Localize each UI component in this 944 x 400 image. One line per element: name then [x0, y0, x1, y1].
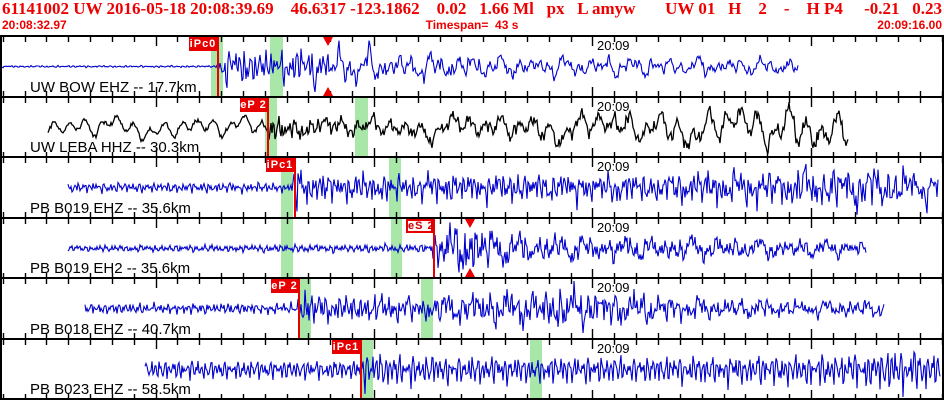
time-ticks	[2, 37, 942, 96]
time-ticks	[2, 279, 942, 338]
window-end-time: 20:09:16.00	[877, 18, 942, 32]
pick-window-band	[270, 37, 283, 96]
seismogram-trace	[47, 101, 849, 154]
seismogram-trace	[144, 349, 941, 397]
trace-panel[interactable]: 20:09 UW LEBA HHZ -- 30.3km eP 2	[2, 95, 942, 156]
amplitude-marker-icon	[465, 218, 475, 228]
station-label: PB B023 EHZ -- 58.5km	[30, 381, 191, 398]
pick-flag[interactable]: eP 2	[271, 279, 298, 293]
pick-flag[interactable]: eP 2	[240, 97, 267, 112]
time-ticks	[2, 97, 942, 156]
pick-line[interactable]	[298, 279, 300, 338]
minute-label: 20:09	[597, 340, 630, 356]
time-window-bar: 20:08:32.97 Timespan= 43 s 20:09:16.00	[0, 18, 944, 35]
seismogram-trace	[67, 163, 939, 215]
pick-window-band	[281, 218, 293, 277]
waveform	[2, 218, 942, 277]
timespan-label: Timespan= 43 s	[425, 18, 519, 32]
pick-flag[interactable]: iPc1	[266, 158, 294, 172]
waveform	[2, 339, 942, 398]
amplitude-marker-icon	[465, 268, 475, 277]
trace-panel[interactable]: 20:09 PB B018 EHZ -- 40.7km eP 2	[2, 277, 942, 338]
seismogram-trace	[67, 221, 867, 273]
station-label: PB B018 EHZ -- 40.7km	[30, 320, 191, 338]
pick-line[interactable]	[217, 37, 219, 96]
waveform	[2, 37, 942, 96]
minute-label: 20:09	[597, 98, 630, 114]
amplitude-marker-icon	[323, 86, 333, 96]
pick-flag[interactable]: iPc1	[332, 339, 360, 354]
waveform	[2, 279, 942, 338]
amplitude-marker-icon	[323, 37, 333, 46]
time-ticks	[2, 339, 942, 398]
waveform	[2, 158, 942, 217]
window-start-time: 20:08:32.97	[2, 18, 67, 32]
pick-window-band	[391, 218, 402, 277]
station-label: UW BOW EHZ -- 17.7km	[30, 78, 197, 96]
trace-panel[interactable]: 20:09 PB B023 EHZ -- 58.5km iPc1	[2, 337, 942, 398]
station-label: PB B019 EHZ -- 35.6km	[30, 199, 191, 217]
trace-panel[interactable]: 20:09 UW BOW EHZ -- 17.7km iPc0	[2, 35, 942, 96]
seismogram-trace	[2, 40, 799, 92]
pick-flag[interactable]: eS 2	[406, 218, 435, 233]
pick-window-band	[299, 279, 311, 338]
minute-label: 20:09	[597, 159, 630, 174]
trace-panel-stack: 20:09 UW BOW EHZ -- 17.7km iPc0 20:09 UW…	[0, 35, 944, 400]
pick-window-band	[355, 97, 368, 156]
station-label: UW LEBA HHZ -- 30.3km	[30, 139, 200, 156]
time-ticks	[2, 158, 942, 217]
trace-panel[interactable]: 20:09 PB B019 EH2 -- 35.6km eS 2	[2, 216, 942, 277]
station-label: PB B019 EH2 -- 35.6km	[30, 260, 191, 277]
trace-panel[interactable]: 20:09 PB B019 EHZ -- 35.6km iPc1	[2, 156, 942, 217]
pick-line[interactable]	[433, 218, 435, 277]
pick-line[interactable]	[360, 339, 362, 398]
time-ticks	[2, 218, 942, 277]
minute-label: 20:09	[597, 38, 630, 53]
seismogram-trace	[84, 280, 885, 334]
minute-label: 20:09	[597, 219, 630, 235]
event-summary-line: 61141002 UW 2016-05-18 20:08:39.69 46.63…	[2, 0, 943, 18]
pick-line[interactable]	[267, 97, 269, 156]
minute-label: 20:09	[597, 280, 630, 295]
waveform	[2, 97, 942, 156]
pick-line[interactable]	[294, 158, 296, 217]
pick-flag[interactable]: iPc0	[189, 37, 217, 51]
